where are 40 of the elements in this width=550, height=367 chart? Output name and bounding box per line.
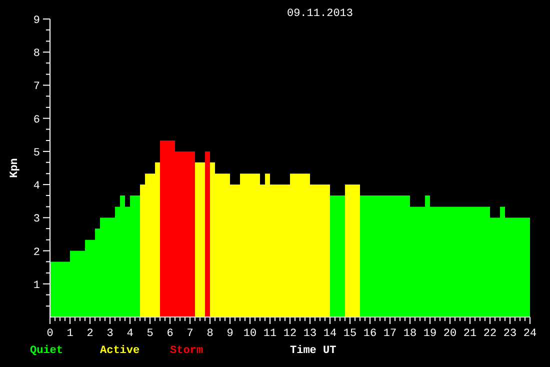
x-tick-label: 22	[483, 328, 497, 340]
x-tick-label: 17	[383, 328, 397, 340]
y-tick-label: 7	[33, 81, 40, 94]
x-tick-label: 2	[86, 328, 94, 340]
x-tick-label: 11	[263, 328, 277, 340]
text: Quiet	[30, 345, 64, 357]
x-tick-label: 5	[146, 328, 154, 340]
y-tick-label: 8	[33, 48, 40, 60]
x-tick-label: 0	[46, 328, 54, 340]
x-tick-label: 15	[343, 328, 357, 340]
x-tick-label: 4	[126, 328, 134, 340]
x-tick-label: 1	[66, 328, 74, 340]
x-tick-label: 20	[443, 328, 457, 340]
text: Active	[100, 345, 140, 357]
x-tick-label: 14	[323, 328, 337, 340]
x-tick-label: 6	[166, 328, 174, 340]
y-tick-label: 4	[33, 180, 40, 193]
x-tick-label: 16	[363, 328, 377, 340]
x-tick-label: 18	[403, 328, 417, 340]
y-tick-label: 9	[33, 15, 40, 27]
x-tick-label: 3	[106, 328, 114, 340]
x-tick-label: 7	[186, 328, 194, 340]
x-tick-label: 9	[226, 328, 234, 340]
x-tick-label: 24	[523, 328, 537, 340]
chart-title: 09.11.2013	[286, 8, 354, 20]
x-tick-label: 21	[463, 328, 477, 340]
x-tick-label: 23	[503, 328, 517, 340]
x-tick-label: 8	[206, 328, 214, 340]
y-tick-label: 5	[33, 147, 40, 160]
x-tick-label: 12	[283, 328, 297, 340]
y-axis-title: Kpn	[9, 158, 21, 178]
x-tick-label: 19	[423, 328, 437, 340]
x-tick-label: 13	[303, 328, 317, 340]
y-tick-label: 3	[33, 214, 40, 226]
x-tick-label: 10	[243, 328, 257, 340]
x-axis-title: Time UT	[290, 345, 337, 357]
text: Storm	[170, 345, 204, 357]
y-tick-label: 6	[33, 114, 40, 126]
y-tick-label: 2	[33, 246, 40, 259]
y-tick-label: 1	[33, 280, 40, 292]
